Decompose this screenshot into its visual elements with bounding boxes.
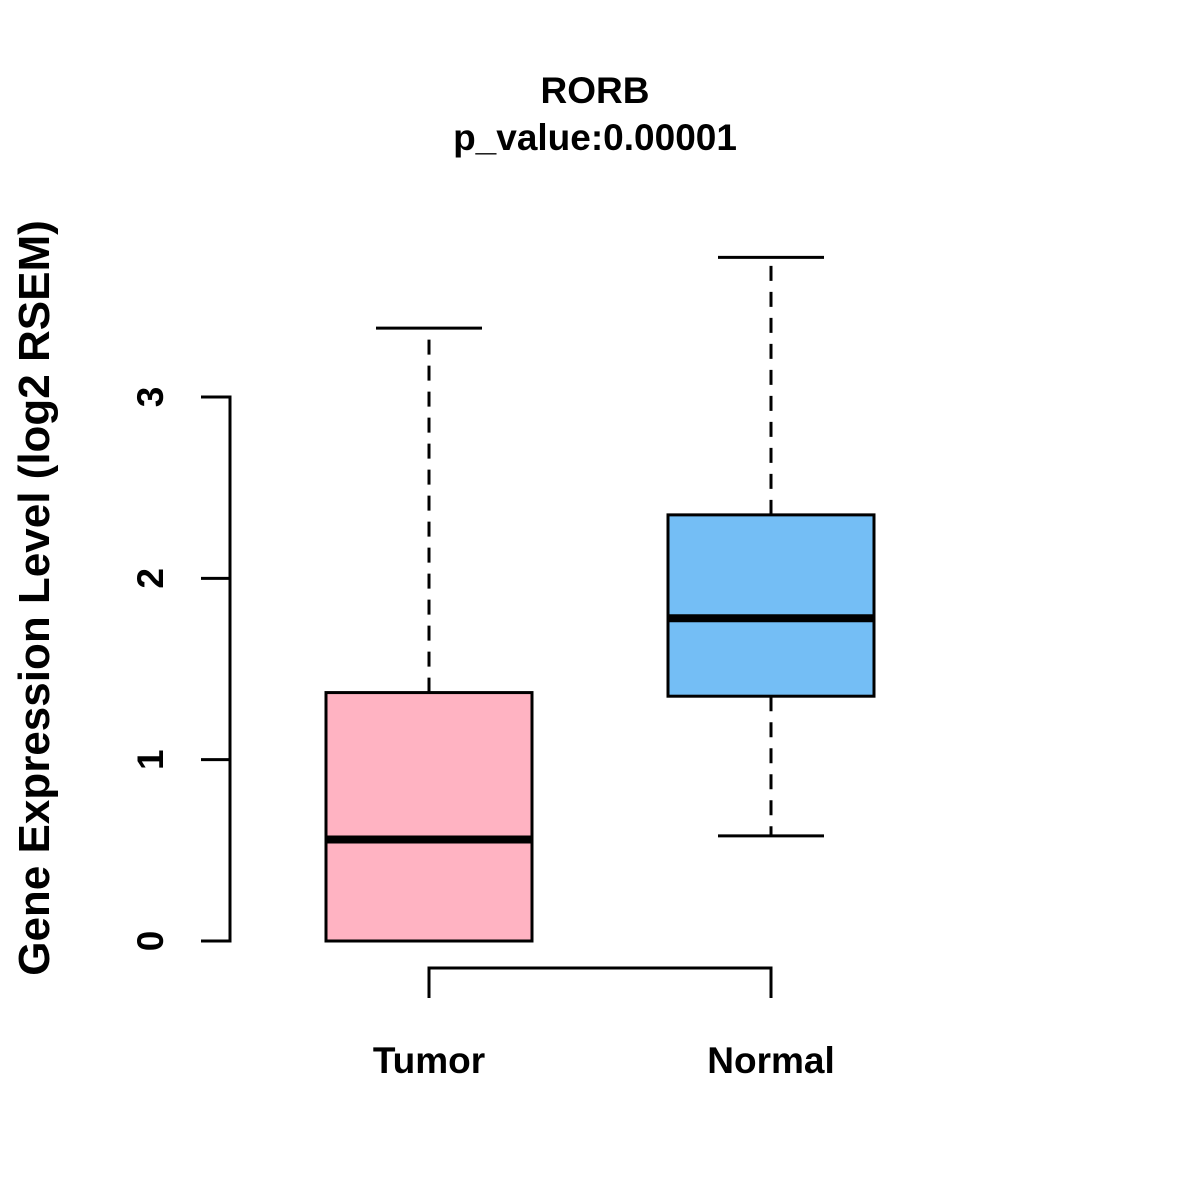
plot-subtitle-pvalue: p_value:0.00001 [453,117,737,158]
plot-title: RORB [540,70,650,111]
tumor-box [324,691,534,943]
y-tick-label: 1 [130,749,171,770]
y-tick-label: 3 [130,387,171,408]
y-tick-label: 0 [130,931,171,952]
normal-box [666,513,876,698]
x-label-tumor: Tumor [372,1040,486,1081]
y-tick-label: 2 [130,568,171,589]
x-label-normal: Normal [707,1040,835,1081]
comparison-bracket [427,966,773,998]
